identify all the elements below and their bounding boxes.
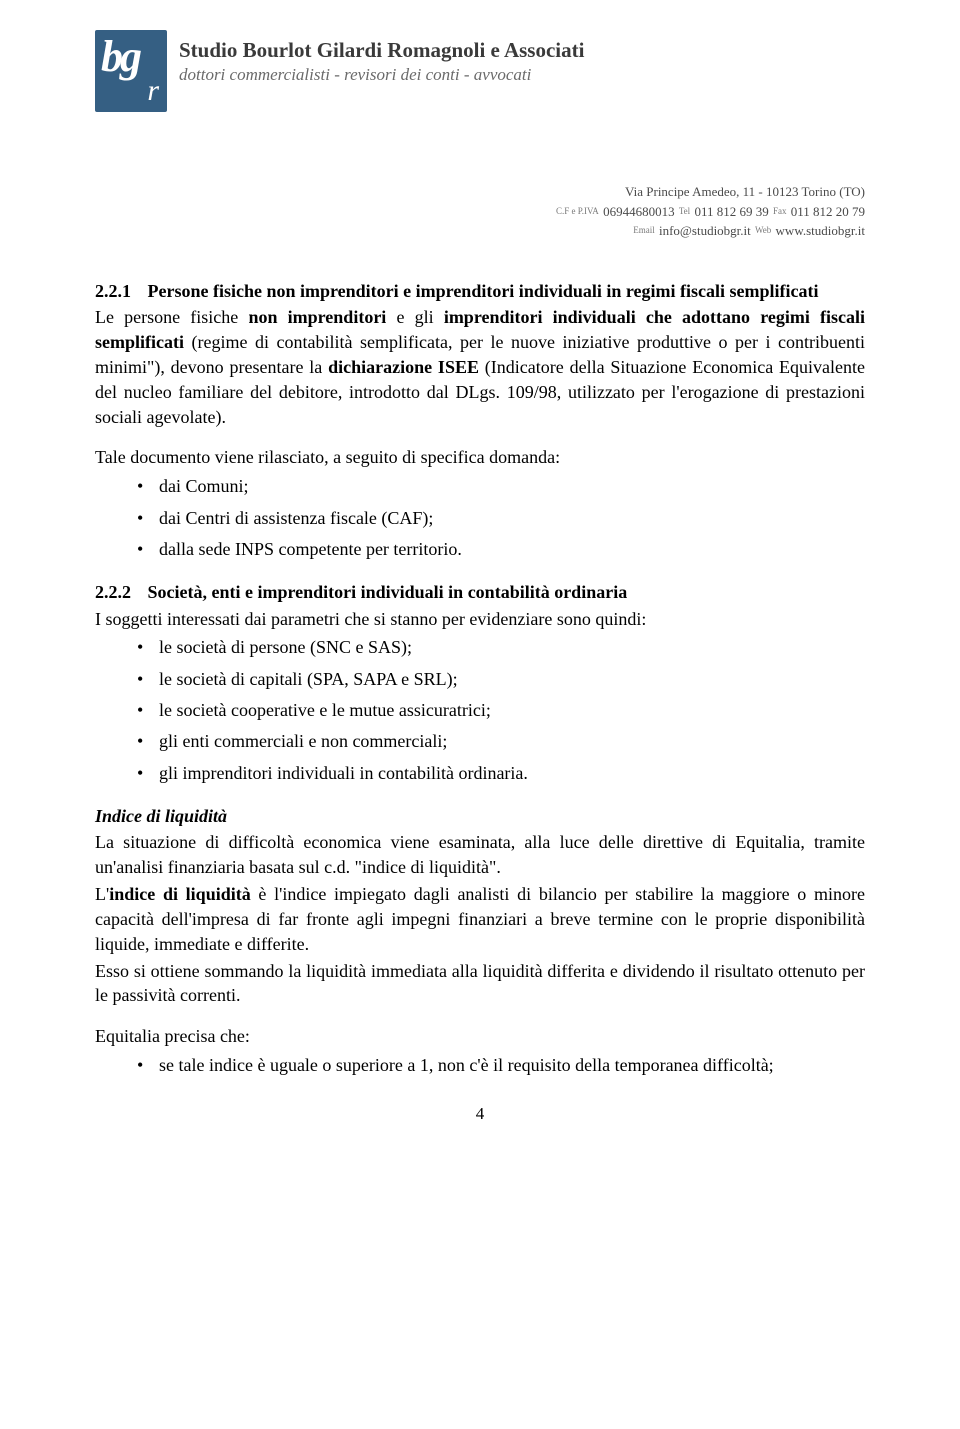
- list-item: dalla sede INPS competente per territori…: [137, 537, 865, 562]
- section-222-title: Società, enti e imprenditori individuali…: [148, 582, 628, 602]
- studio-block: Studio Bourlot Gilardi Romagnoli e Assoc…: [179, 30, 584, 85]
- section-221-p2: Tale documento viene rilasciato, a segui…: [95, 445, 865, 470]
- list-item: se tale indice è uguale o superiore a 1,…: [137, 1053, 865, 1078]
- list-item: dai Centri di assistenza fiscale (CAF);: [137, 506, 865, 531]
- logo-letters: bg: [101, 38, 139, 75]
- list-item: gli imprenditori individuali in contabil…: [137, 761, 865, 786]
- tel-value: 011 812 69 39: [694, 204, 768, 219]
- section-221-num: 2.2.1: [95, 279, 143, 304]
- section-221-p1: Le persone fisiche non imprenditori e gl…: [95, 305, 865, 429]
- text-run-bold: dichiarazione ISEE: [328, 357, 479, 377]
- contact-line-2: C.F e P.IVA 06944680013 Tel 011 812 69 3…: [95, 202, 865, 222]
- letterhead: bg r Studio Bourlot Gilardi Romagnoli e …: [95, 30, 865, 112]
- web-label: Web: [755, 225, 771, 235]
- tel-label: Tel: [679, 206, 690, 216]
- liquidity-heading: Indice di liquidità: [95, 804, 865, 829]
- contact-block: Via Principe Amedeo, 11 - 10123 Torino (…: [95, 182, 865, 241]
- document-page: bg r Studio Bourlot Gilardi Romagnoli e …: [0, 0, 960, 1165]
- email-label: Email: [633, 225, 655, 235]
- text-run: Le persone fisiche: [95, 307, 248, 327]
- studio-subtitle: dottori commercialisti - revisori dei co…: [179, 65, 584, 85]
- section-222-heading: 2.2.2 Società, enti e imprenditori indiv…: [95, 580, 865, 605]
- content: 2.2.1 Persone fisiche non imprenditori e…: [95, 279, 865, 1126]
- section-221-title: Persone fisiche non imprenditori e impre…: [148, 281, 819, 301]
- studio-name: Studio Bourlot Gilardi Romagnoli e Assoc…: [179, 38, 584, 63]
- web-value: www.studiobgr.it: [776, 223, 865, 238]
- section-222-list: le società di persone (SNC e SAS); le so…: [95, 635, 865, 785]
- list-item: le società di persone (SNC e SAS);: [137, 635, 865, 660]
- cf-value: 06944680013: [603, 204, 675, 219]
- fax-label: Fax: [773, 206, 787, 216]
- section-221-list: dai Comuni; dai Centri di assistenza fis…: [95, 474, 865, 561]
- liquidity-p2: L'indice di liquidità è l'indice impiega…: [95, 882, 865, 956]
- list-item: gli enti commerciali e non commerciali;: [137, 729, 865, 754]
- text-run-bold: non imprenditori: [248, 307, 386, 327]
- text-run-bold: indice di liquidità: [109, 884, 250, 904]
- section-221-heading: 2.2.1 Persone fisiche non imprenditori e…: [95, 279, 865, 304]
- liquidity-p1: La situazione di difficoltà economica vi…: [95, 830, 865, 880]
- logo-icon: bg r: [95, 30, 167, 112]
- cf-label: C.F e P.IVA: [556, 206, 599, 216]
- contact-address: Via Principe Amedeo, 11 - 10123 Torino (…: [95, 182, 865, 202]
- liquidity-p4: Equitalia precisa che:: [95, 1024, 865, 1049]
- text-run: e gli: [386, 307, 444, 327]
- section-222-lead: I soggetti interessati dai parametri che…: [95, 607, 865, 632]
- page-number: 4: [95, 1102, 865, 1125]
- email-value: info@studiobgr.it: [659, 223, 751, 238]
- list-item: le società cooperative e le mutue assicu…: [137, 698, 865, 723]
- logo-subletter: r: [147, 74, 159, 108]
- liquidity-list: se tale indice è uguale o superiore a 1,…: [95, 1053, 865, 1078]
- list-item: dai Comuni;: [137, 474, 865, 499]
- list-item: le società di capitali (SPA, SAPA e SRL)…: [137, 667, 865, 692]
- text-run: L': [95, 884, 109, 904]
- contact-line-3: Email info@studiobgr.it Web www.studiobg…: [95, 221, 865, 241]
- fax-value: 011 812 20 79: [791, 204, 865, 219]
- section-222-num: 2.2.2: [95, 580, 143, 605]
- liquidity-p3: Esso si ottiene sommando la liquidità im…: [95, 959, 865, 1009]
